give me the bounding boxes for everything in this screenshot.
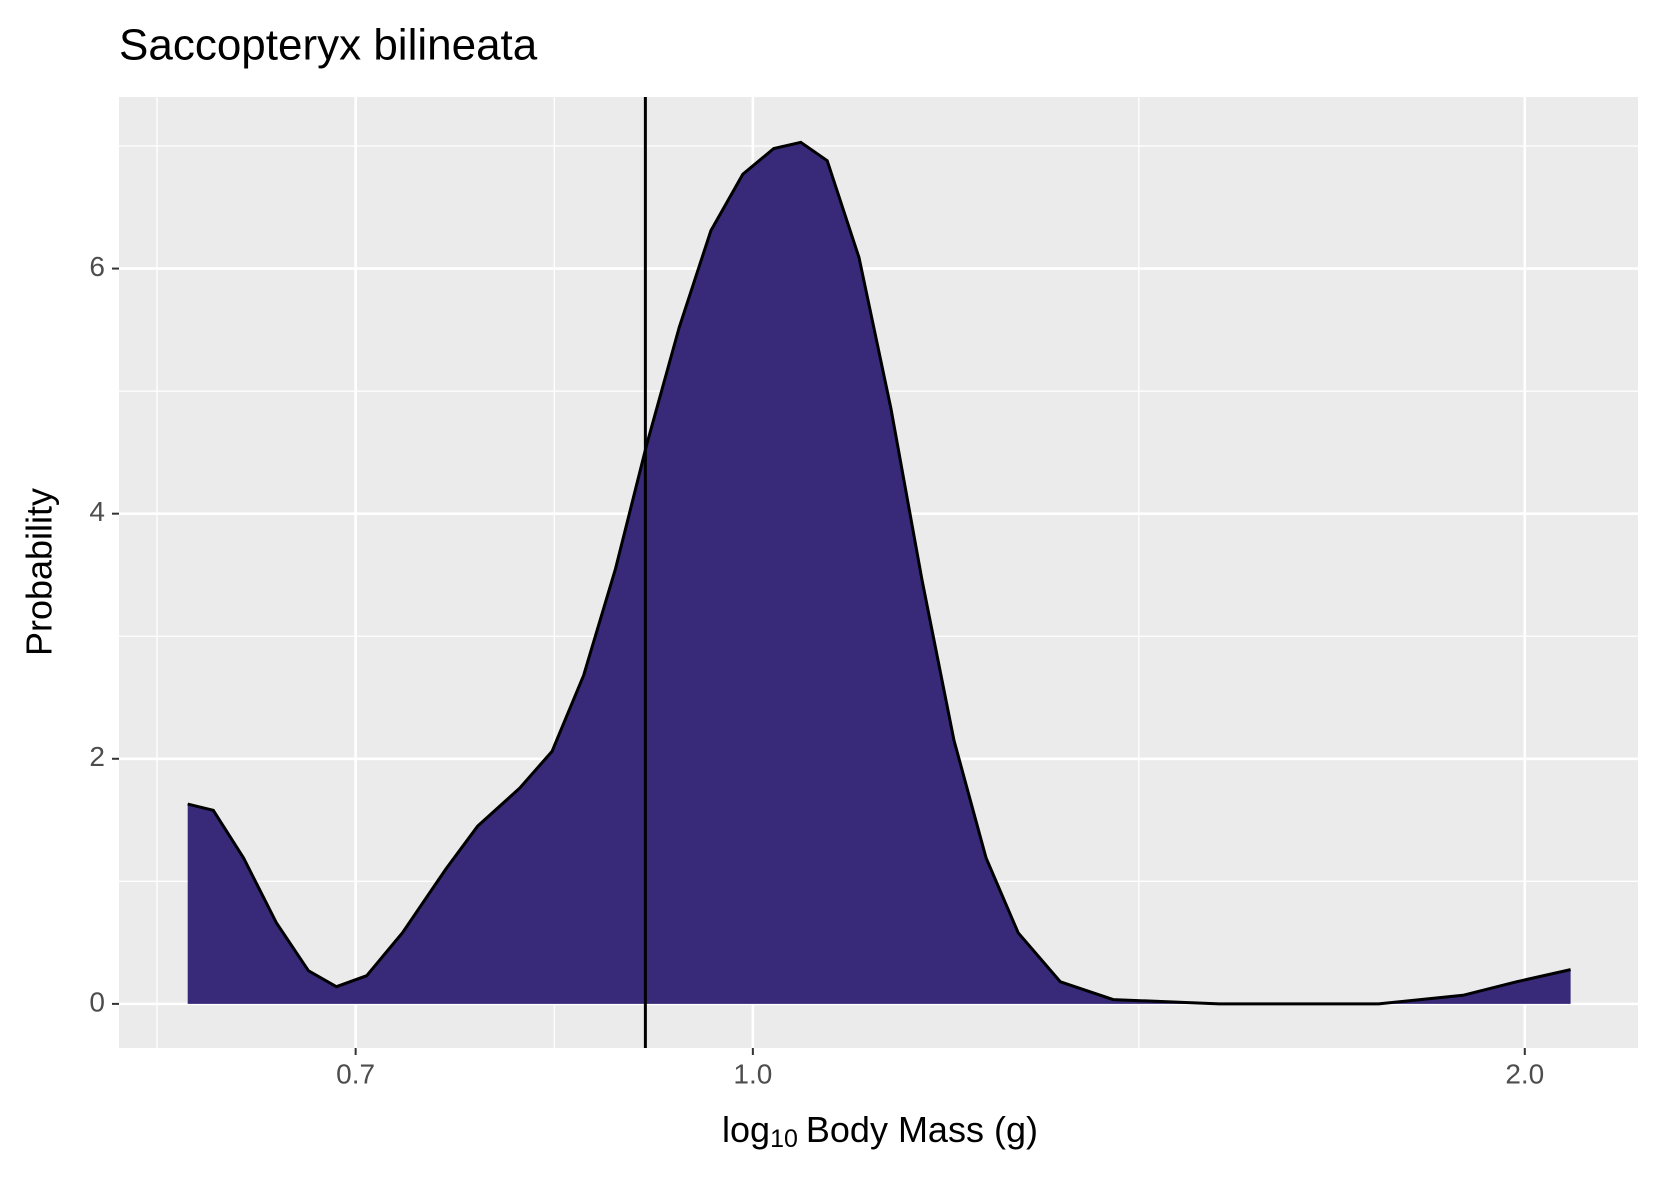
density-area: [187, 142, 1571, 1004]
x-tick-label: 1.0: [733, 1058, 772, 1089]
y-axis-label: Probability: [19, 488, 60, 656]
y-tick-label: 4: [89, 496, 105, 527]
y-tick-label: 0: [89, 986, 105, 1017]
x-tick-label: 0.7: [336, 1058, 375, 1089]
x-axis-label-part: Body Mass (g): [806, 1109, 1038, 1150]
x-tick-label: 2.0: [1505, 1058, 1544, 1089]
x-axis-label-part: log: [722, 1109, 770, 1150]
y-tick-label: 6: [89, 251, 105, 282]
x-axis-label-sub: 10: [770, 1125, 798, 1153]
y-tick-label: 2: [89, 741, 105, 772]
density-line: [187, 140, 1571, 1006]
x-axis-label: log10 Body Mass (g): [722, 1109, 1038, 1153]
chart-title: Saccopteryx bilineata: [119, 21, 538, 70]
